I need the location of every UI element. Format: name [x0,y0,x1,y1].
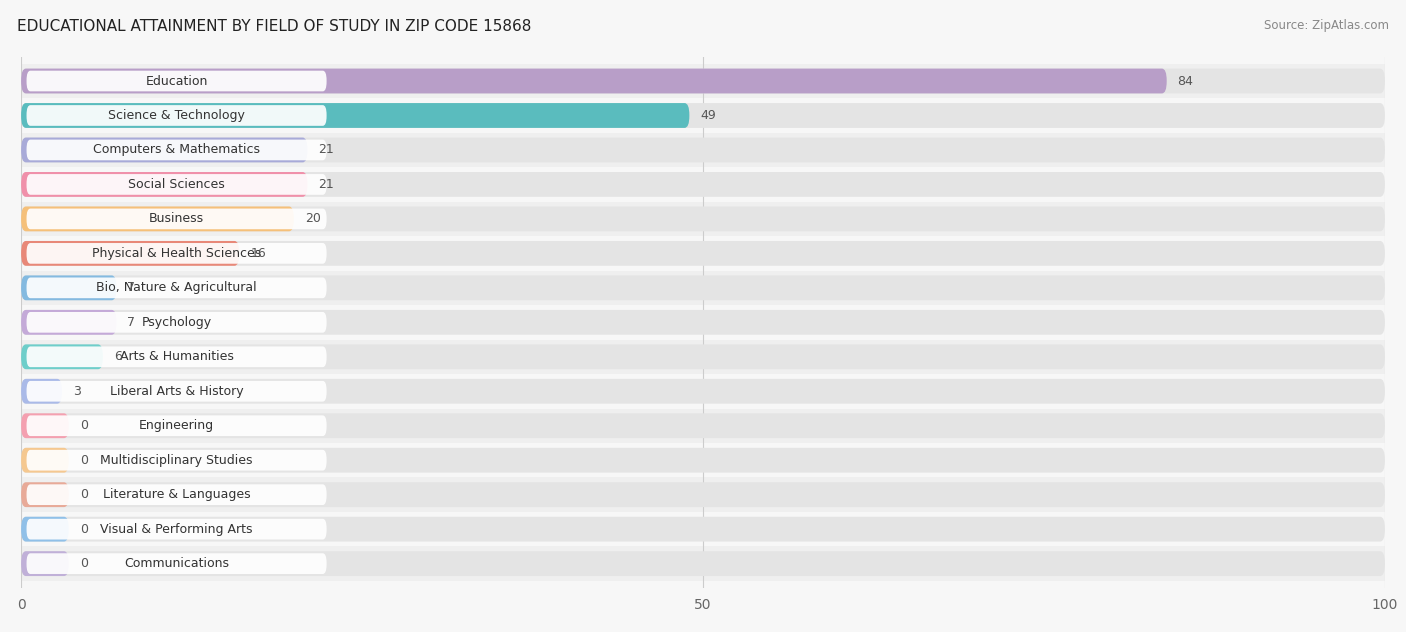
FancyBboxPatch shape [21,517,69,542]
Text: 49: 49 [700,109,716,122]
Text: Social Sciences: Social Sciences [128,178,225,191]
Text: 3: 3 [73,385,80,398]
FancyBboxPatch shape [21,547,1385,581]
FancyBboxPatch shape [21,103,1385,128]
FancyBboxPatch shape [27,450,326,471]
Text: Physical & Health Sciences: Physical & Health Sciences [91,247,262,260]
FancyBboxPatch shape [21,207,1385,231]
Text: Science & Technology: Science & Technology [108,109,245,122]
FancyBboxPatch shape [27,209,326,229]
FancyBboxPatch shape [21,69,1167,94]
FancyBboxPatch shape [21,276,1385,300]
FancyBboxPatch shape [21,241,239,266]
FancyBboxPatch shape [21,310,117,335]
Text: 6: 6 [114,350,122,363]
FancyBboxPatch shape [21,379,1385,404]
Text: Source: ZipAtlas.com: Source: ZipAtlas.com [1264,19,1389,32]
Text: EDUCATIONAL ATTAINMENT BY FIELD OF STUDY IN ZIP CODE 15868: EDUCATIONAL ATTAINMENT BY FIELD OF STUDY… [17,19,531,34]
FancyBboxPatch shape [27,105,326,126]
FancyBboxPatch shape [21,344,103,369]
FancyBboxPatch shape [27,381,326,401]
FancyBboxPatch shape [21,413,69,438]
Text: Multidisciplinary Studies: Multidisciplinary Studies [100,454,253,466]
FancyBboxPatch shape [21,236,1385,270]
FancyBboxPatch shape [21,241,1385,266]
FancyBboxPatch shape [27,415,326,436]
Text: Psychology: Psychology [142,316,212,329]
Text: Literature & Languages: Literature & Languages [103,488,250,501]
Text: 21: 21 [318,178,335,191]
Text: Liberal Arts & History: Liberal Arts & History [110,385,243,398]
FancyBboxPatch shape [21,344,1385,369]
FancyBboxPatch shape [21,167,1385,202]
FancyBboxPatch shape [21,305,1385,339]
FancyBboxPatch shape [21,138,308,162]
FancyBboxPatch shape [27,484,326,505]
FancyBboxPatch shape [21,408,1385,443]
Text: Business: Business [149,212,204,226]
FancyBboxPatch shape [21,69,1385,94]
FancyBboxPatch shape [21,138,1385,162]
FancyBboxPatch shape [21,517,1385,542]
Text: 0: 0 [80,419,87,432]
FancyBboxPatch shape [21,379,62,404]
Text: Arts & Humanities: Arts & Humanities [120,350,233,363]
FancyBboxPatch shape [21,374,1385,408]
Text: Communications: Communications [124,557,229,570]
FancyBboxPatch shape [21,172,1385,197]
FancyBboxPatch shape [27,346,326,367]
FancyBboxPatch shape [21,103,689,128]
FancyBboxPatch shape [21,172,308,197]
Text: 0: 0 [80,523,87,536]
FancyBboxPatch shape [27,174,326,195]
FancyBboxPatch shape [21,207,294,231]
Text: 16: 16 [250,247,266,260]
Text: 0: 0 [80,454,87,466]
Text: 20: 20 [305,212,321,226]
FancyBboxPatch shape [21,339,1385,374]
FancyBboxPatch shape [21,276,117,300]
Text: 84: 84 [1178,75,1194,87]
FancyBboxPatch shape [21,551,69,576]
FancyBboxPatch shape [21,512,1385,547]
Text: Engineering: Engineering [139,419,214,432]
FancyBboxPatch shape [21,202,1385,236]
FancyBboxPatch shape [21,133,1385,167]
FancyBboxPatch shape [27,71,326,92]
FancyBboxPatch shape [21,413,1385,438]
FancyBboxPatch shape [27,519,326,540]
Text: 0: 0 [80,488,87,501]
Text: Computers & Mathematics: Computers & Mathematics [93,143,260,157]
FancyBboxPatch shape [21,551,1385,576]
FancyBboxPatch shape [27,553,326,574]
FancyBboxPatch shape [27,243,326,264]
Text: 0: 0 [80,557,87,570]
Text: 7: 7 [128,281,135,295]
FancyBboxPatch shape [21,482,1385,507]
FancyBboxPatch shape [21,482,69,507]
FancyBboxPatch shape [21,270,1385,305]
Text: 7: 7 [128,316,135,329]
FancyBboxPatch shape [21,64,1385,98]
FancyBboxPatch shape [21,310,1385,335]
FancyBboxPatch shape [21,443,1385,477]
Text: Visual & Performing Arts: Visual & Performing Arts [100,523,253,536]
FancyBboxPatch shape [21,98,1385,133]
FancyBboxPatch shape [21,477,1385,512]
Text: Bio, Nature & Agricultural: Bio, Nature & Agricultural [96,281,257,295]
FancyBboxPatch shape [21,448,69,473]
Text: Education: Education [145,75,208,87]
FancyBboxPatch shape [27,277,326,298]
FancyBboxPatch shape [27,312,326,332]
FancyBboxPatch shape [27,140,326,161]
FancyBboxPatch shape [21,448,1385,473]
Text: 21: 21 [318,143,335,157]
